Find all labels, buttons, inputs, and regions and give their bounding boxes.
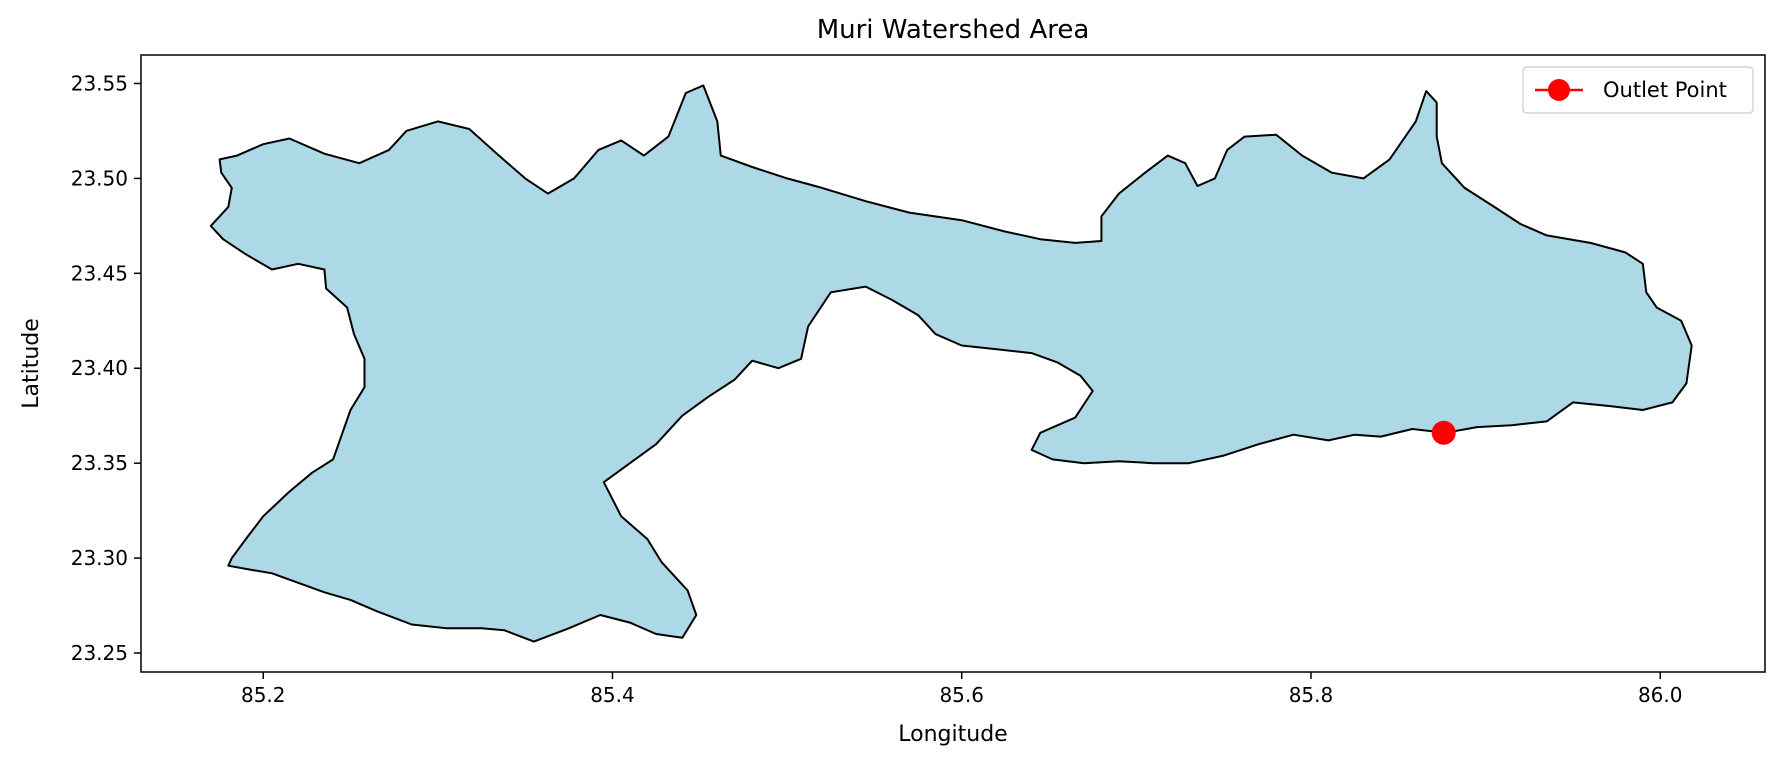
axes-frame xyxy=(140,54,1766,673)
x-tick-label: 86.0 xyxy=(1638,683,1683,707)
y-tick-label: 23.35 xyxy=(71,451,128,475)
y-tick-label: 23.40 xyxy=(71,356,128,380)
legend: Outlet Point xyxy=(1522,66,1754,114)
outlet-point xyxy=(1431,420,1456,445)
y-tick-label: 23.55 xyxy=(71,71,128,95)
y-tick-label: 23.50 xyxy=(71,166,128,190)
y-axis-label: Latitude xyxy=(19,318,44,409)
legend-marker-icon xyxy=(1548,79,1570,101)
x-axis-label: Longitude xyxy=(898,722,1007,747)
y-tick-label: 23.25 xyxy=(71,641,128,665)
outlet-point-marker xyxy=(1431,420,1456,445)
watershed-polygon xyxy=(209,84,1693,643)
y-axis-ticks: 23.25 23.30 23.35 23.40 23.45 23.50 23.55 xyxy=(71,71,141,665)
x-tick-label: 85.6 xyxy=(939,683,984,707)
x-axis-ticks: 85.2 85.4 85.6 85.8 86.0 xyxy=(241,672,1683,707)
y-tick-label: 23.30 xyxy=(71,546,128,570)
x-tick-label: 85.8 xyxy=(1289,683,1334,707)
chart-title: Muri Watershed Area xyxy=(817,15,1090,45)
legend-label: Outlet Point xyxy=(1603,78,1727,102)
y-tick-label: 23.45 xyxy=(71,261,128,285)
x-tick-label: 85.2 xyxy=(241,683,286,707)
legend-box xyxy=(1522,66,1754,114)
x-tick-label: 85.4 xyxy=(590,683,635,707)
